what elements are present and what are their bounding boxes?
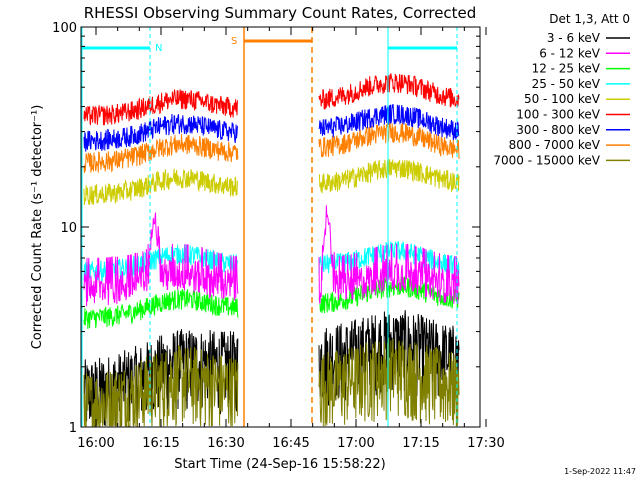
legend-header: Det 1,3, Att 0 (549, 12, 630, 26)
series-line-12-25-kev-part-2 (318, 276, 460, 314)
legend-entry-100-300-kev: 100 - 300 keV (516, 108, 600, 122)
y-tick-label-10: 10 (60, 221, 77, 236)
legend-entry-800-7000-kev: 800 - 7000 keV (509, 138, 601, 152)
legend-entry-3-6-kev: 3 - 6 keV (547, 31, 601, 45)
x-tick-label-17:30: 17:30 (467, 436, 504, 451)
chart-title: RHESSI Observing Summary Count Rates, Co… (84, 4, 477, 22)
footer-date: 1-Sep-2022 11:47 (564, 467, 636, 476)
series-line-12-25-kev-part-1 (83, 289, 239, 330)
series-line-300-800-kev-part-2 (318, 104, 460, 141)
series-line-7000-15000-kev-part-2 (318, 337, 460, 427)
series-line-50-100-kev-part-2 (318, 159, 460, 194)
series-line-800-7000-kev-part-1 (83, 134, 239, 174)
x-tick-label-16:30: 16:30 (207, 436, 244, 451)
series-line-6-12-kev-part-2 (318, 205, 460, 305)
series-line-100-300-kev-part-1 (83, 89, 239, 126)
y-axis-label: Corrected Count Rate (s⁻¹ detector⁻¹) (30, 105, 45, 350)
x-tick-label-17:15: 17:15 (402, 436, 439, 451)
night-label: N (155, 43, 162, 54)
series-line-6-12-kev-part-1 (83, 212, 239, 307)
series-line-50-100-kev-part-1 (83, 168, 239, 206)
legend-entry-25-50-kev: 25 - 50 keV (532, 77, 601, 91)
series-line-300-800-kev-part-1 (83, 113, 239, 152)
legend-entry-12-25-kev: 12 - 25 keV (532, 62, 601, 76)
series-line-800-7000-kev-part-2 (318, 122, 460, 160)
data-layer (83, 73, 460, 427)
y-tick-label-100: 100 (52, 21, 77, 36)
x-tick-label-16:45: 16:45 (272, 436, 309, 451)
legend-entry-300-800-kev: 300 - 800 keV (516, 123, 600, 137)
saa-label: S (231, 36, 237, 47)
axis-layer: 16:00 16:15 16:30 16:45 17:00 17:15 17:30 1 10 10… (52, 21, 505, 451)
legend-entry-6-12-kev: 6 - 12 keV (539, 46, 601, 60)
legend-entry-50-100-kev: 50 - 100 keV (524, 92, 601, 106)
x-axis-label: Start Time (24-Sep-16 15:58:22) (174, 457, 385, 472)
y-tick-label-1: 1 (69, 421, 77, 436)
x-tick-label-16:15: 16:15 (142, 436, 179, 451)
x-tick-label-16:00: 16:00 (77, 436, 114, 451)
series-line-7000-15000-kev-part-1 (83, 345, 239, 427)
series-line-100-300-kev-part-2 (318, 73, 460, 110)
x-tick-label-17:00: 17:00 (337, 436, 374, 451)
legend-entry-7000-15000-kev: 7000 - 15000 keV (493, 153, 600, 167)
